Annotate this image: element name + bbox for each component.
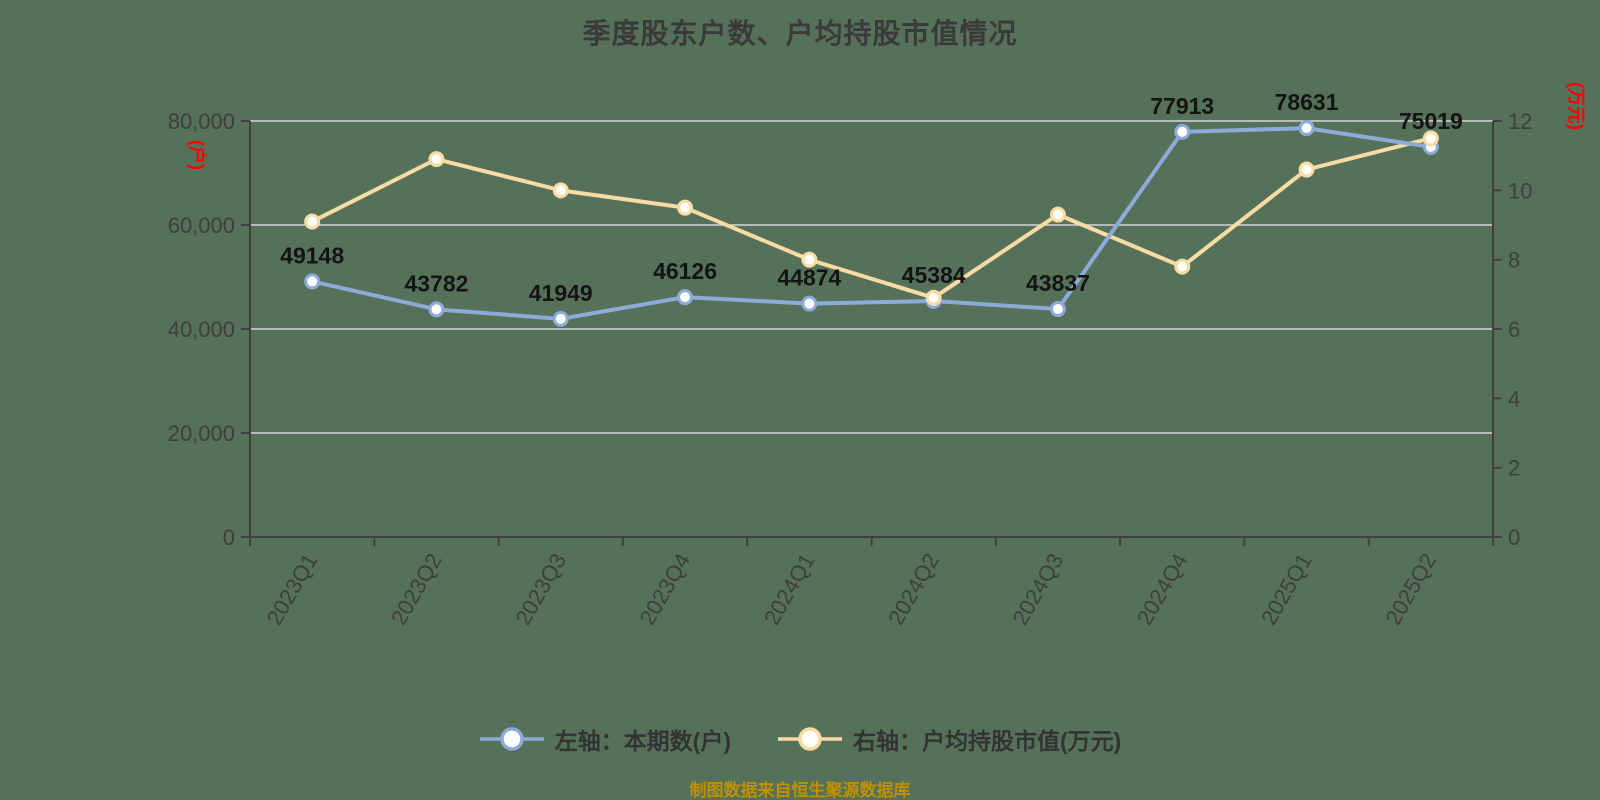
legend-item-market-value: 右轴：户均持股市值(万元) bbox=[777, 722, 1121, 756]
data-label: 43837 bbox=[1026, 270, 1090, 296]
market-value-point bbox=[428, 151, 445, 168]
legend-circle bbox=[499, 727, 524, 751]
x-axis-category-label: 2025Q1 bbox=[1256, 549, 1317, 629]
data-label: 41949 bbox=[529, 280, 593, 306]
right-axis-tick-label: 2 bbox=[1508, 456, 1520, 481]
x-axis-category-label: 2024Q3 bbox=[1007, 549, 1068, 629]
shareholder-count-point bbox=[1049, 301, 1066, 318]
x-axis-category-label: 2025Q2 bbox=[1380, 549, 1441, 629]
data-label: 46126 bbox=[653, 258, 717, 284]
data-label: 44874 bbox=[777, 265, 841, 291]
legend-item-shareholder-count: 左轴：本期数(户) bbox=[479, 722, 731, 756]
x-axis-category-label: 2024Q1 bbox=[759, 549, 820, 629]
shareholder-count-point bbox=[428, 301, 445, 318]
market-value-line bbox=[310, 136, 1433, 300]
left-axis-tick-label: 40,000 bbox=[168, 317, 235, 342]
chart-title: 季度股东户数、户均持股市值情况 bbox=[582, 18, 1018, 49]
market-value-point bbox=[1049, 206, 1066, 223]
x-axis-category-label: 2024Q4 bbox=[1132, 549, 1193, 629]
shareholder-count-point bbox=[1174, 123, 1191, 140]
data-label: 45384 bbox=[902, 262, 966, 288]
market-value-point bbox=[801, 251, 818, 268]
x-axis-category-label: 2023Q4 bbox=[635, 549, 696, 629]
right-axis-tick-label: 6 bbox=[1508, 317, 1520, 342]
yellow-line-marker-icon bbox=[778, 727, 842, 751]
data-source-note: 制图数据来自恒生聚源数据库 bbox=[689, 781, 911, 800]
data-label: 43782 bbox=[404, 270, 468, 296]
data-label: 77913 bbox=[1150, 93, 1214, 119]
left-axis-tick-label: 0 bbox=[223, 525, 235, 550]
left-axis-tick-label: 60,000 bbox=[168, 213, 235, 238]
blue-line-marker-icon bbox=[479, 727, 544, 751]
market-value-point bbox=[1174, 258, 1191, 275]
shareholder-count-point bbox=[801, 295, 818, 312]
x-axis-category-label: 2024Q2 bbox=[883, 549, 944, 629]
right-axis-tick-label: 0 bbox=[1508, 525, 1520, 550]
data-label: 78631 bbox=[1275, 89, 1339, 115]
market-value-point bbox=[1422, 130, 1439, 147]
dual-axis-line-chart: 0 20,000 40,000 60,000 80,000 0 2 4 6 8 10 12 2023Q1… bbox=[168, 82, 1586, 629]
data-label: 49148 bbox=[280, 242, 344, 268]
shareholder-count-point bbox=[1298, 120, 1315, 137]
x-axis-category-label: 2023Q3 bbox=[510, 549, 571, 629]
x-axis-category-label: 2023Q2 bbox=[386, 549, 447, 629]
market-value-point bbox=[304, 213, 321, 230]
legend-label-right-axis: 右轴：户均持股市值(万元) bbox=[853, 728, 1122, 754]
shareholder-count-point bbox=[552, 310, 569, 327]
left-axis-tick-label: 80,000 bbox=[168, 109, 235, 134]
right-axis-tick-label: 10 bbox=[1508, 178, 1532, 203]
shareholder-count-point bbox=[304, 273, 321, 290]
right-axis-tick-label: 12 bbox=[1508, 109, 1532, 134]
legend-circle bbox=[798, 727, 822, 751]
market-value-point bbox=[1298, 161, 1315, 178]
shareholder-count-point bbox=[677, 289, 694, 306]
right-axis-tick-label: 8 bbox=[1508, 248, 1520, 273]
left-axis-tick-label: 20,000 bbox=[168, 421, 235, 446]
market-value-point bbox=[925, 289, 942, 306]
market-value-point bbox=[552, 182, 569, 199]
x-axis-category-label: 2023Q1 bbox=[262, 549, 323, 629]
data-label: 75019 bbox=[1399, 108, 1463, 134]
shareholder-count-line bbox=[310, 126, 1433, 321]
right-axis-unit-label: (万元) bbox=[1566, 82, 1586, 130]
market-value-point bbox=[677, 199, 694, 216]
right-axis-tick-label: 4 bbox=[1508, 386, 1520, 411]
chart-legend: 左轴：本期数(户) 右轴：户均持股市值(万元) bbox=[0, 722, 1600, 756]
left-axis-unit-label: (户) bbox=[187, 140, 208, 170]
legend-label-left-axis: 左轴：本期数(户) bbox=[554, 728, 731, 754]
